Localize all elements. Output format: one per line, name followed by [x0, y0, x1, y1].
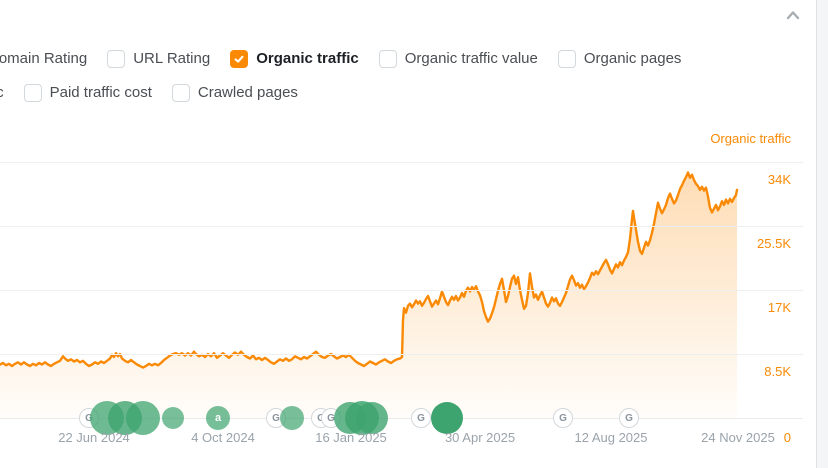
y-axis-tick-label: 17K	[767, 300, 791, 315]
panel-outside-background	[816, 0, 828, 468]
event-marker[interactable]	[356, 402, 388, 434]
gridline	[0, 162, 803, 163]
collapse-panel-button[interactable]	[781, 4, 805, 26]
x-axis-tick-label: 22 Jun 2024	[58, 430, 130, 445]
metric-toggle-label: URL Rating	[133, 50, 211, 67]
y-axis-tick-label: 34K	[767, 172, 791, 187]
metric-toggle-label: Organic pages	[583, 50, 682, 67]
metric-toggle-label: Crawled pages	[197, 84, 298, 101]
chart-series-label: Organic traffic	[710, 131, 791, 146]
checkbox-icon	[23, 84, 42, 102]
checkbox-icon	[378, 50, 397, 68]
metric-toggle-label: Domain Rating	[0, 50, 88, 67]
metric-toggle-url-rating[interactable]: URL Rating	[107, 49, 210, 69]
x-axis-tick-label: 12 Aug 2025	[574, 430, 648, 445]
x-axis-tick-label: 16 Jan 2025	[315, 430, 387, 445]
metric-toggle-organic-pages[interactable]: Organic pages	[557, 49, 682, 69]
organic-traffic-chart: Organic traffic 0 34K25.5K17K8.5KGGGGGGG…	[0, 120, 816, 468]
y-axis-tick-label: 8.5K	[764, 364, 791, 379]
event-marker[interactable]	[280, 406, 304, 430]
y-axis-tick-label: 25.5K	[757, 236, 791, 251]
metric-toggle-organic-traffic[interactable]: Organic traffic	[230, 49, 359, 69]
checked-checkbox-icon	[230, 50, 249, 68]
google-update-marker[interactable]: G	[553, 408, 573, 428]
x-axis-tick-label: 4 Oct 2024	[191, 430, 255, 445]
x-axis-tick-label: 24 Nov 2025	[701, 430, 775, 445]
x-axis-baseline	[0, 418, 803, 419]
gridline	[0, 226, 803, 227]
event-marker[interactable]	[126, 401, 160, 435]
metric-toggle-row-1: Domain Rating URL Rating Organic traffic Or…	[0, 49, 681, 69]
organic-traffic-area-series	[0, 171, 739, 418]
event-marker[interactable]: a	[206, 406, 230, 430]
chevron-up-icon	[786, 11, 800, 20]
x-axis-tick-label: 30 Apr 2025	[444, 430, 516, 445]
checkbox-icon	[107, 50, 126, 68]
metric-toggle-crawled-pages[interactable]: Crawled pages	[171, 83, 298, 103]
google-update-marker[interactable]: G	[619, 408, 639, 428]
y-axis-zero-label: 0	[783, 430, 791, 445]
metric-toggle-label: Paid traffic cost	[49, 84, 152, 101]
gridline	[0, 290, 803, 291]
metric-toggle-label: Organic traffic value	[404, 50, 538, 67]
checkbox-icon	[557, 50, 576, 68]
metric-toggle-label: Organic traffic	[256, 50, 359, 67]
metric-toggle-paid-traffic[interactable]: Paid traffic	[0, 83, 4, 103]
metric-toggle-paid-traffic-cost[interactable]: Paid traffic cost	[23, 83, 152, 103]
metric-toggle-organic-traffic-value[interactable]: Organic traffic value	[378, 49, 538, 69]
google-update-marker[interactable]: G	[411, 408, 431, 428]
metric-toggle-row-2: Paid traffic Paid traffic cost Crawled pag…	[0, 83, 298, 103]
metric-toggle-domain-rating[interactable]: Domain Rating	[0, 49, 87, 69]
metric-toggle-label: Paid traffic	[0, 83, 4, 103]
event-marker[interactable]	[431, 402, 463, 434]
event-marker[interactable]	[162, 407, 184, 429]
gridline	[0, 354, 803, 355]
checkbox-icon	[171, 84, 190, 102]
